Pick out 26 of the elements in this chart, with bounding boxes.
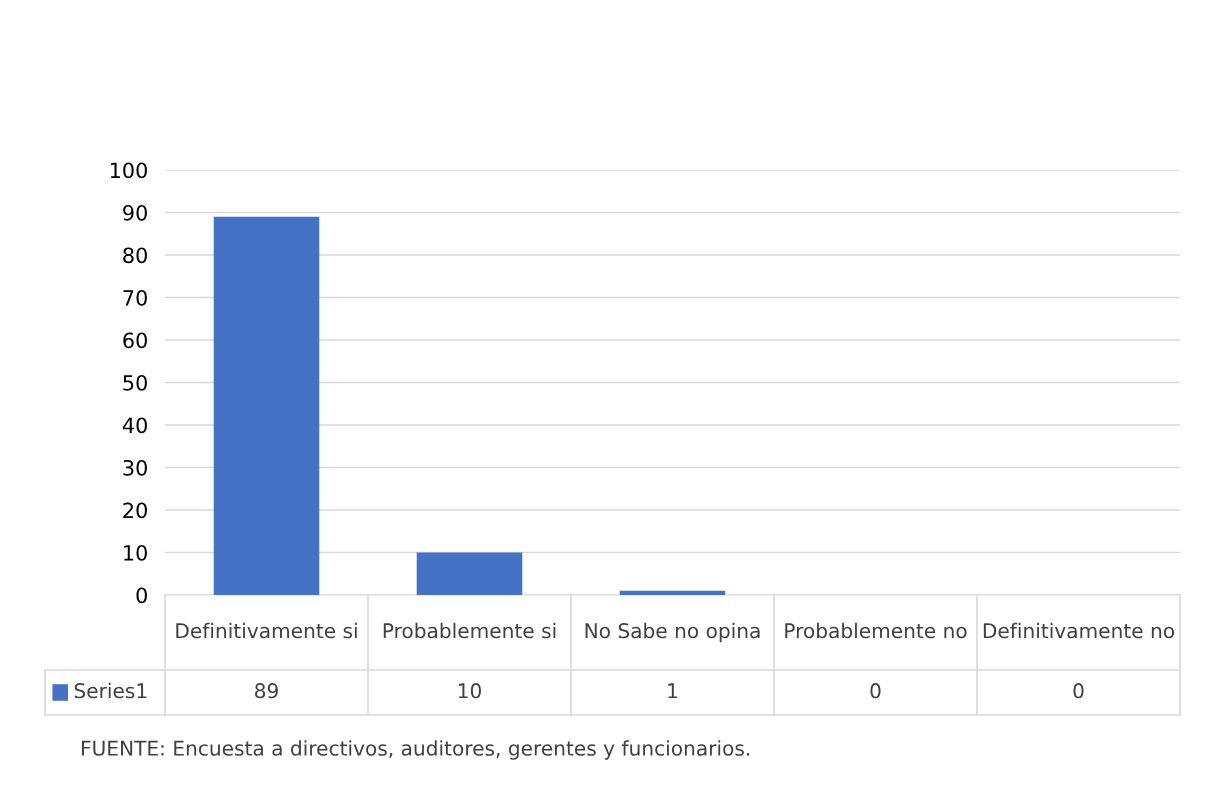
- data-label: 0: [1073, 683, 1084, 699]
- data-label: 89: [255, 683, 278, 699]
- x-tick-label: Definitivamente si: [176, 622, 357, 639]
- y-tick-label: 50: [123, 374, 147, 391]
- data-label: 0: [870, 683, 881, 699]
- x-tick-label: Probablemente no: [785, 622, 967, 639]
- y-tick-label: 60: [123, 332, 147, 349]
- legend-label: Series1: [74, 682, 147, 699]
- bar: [416, 552, 523, 595]
- y-tick-label: 0: [136, 587, 147, 604]
- y-tick-label: 90: [123, 204, 147, 221]
- y-tick-label: 40: [122, 417, 147, 434]
- x-tick-label: Probablemente si: [383, 622, 556, 639]
- source-note: FUENTE: Encuesta a directivos, auditores, gerentes y funcionarios.: [81, 740, 750, 760]
- y-tick-label: 80: [123, 247, 147, 264]
- y-tick-label: 30: [123, 459, 147, 476]
- data-label: 10: [458, 683, 481, 699]
- bar: [619, 590, 726, 595]
- bar: [213, 216, 320, 595]
- x-tick-label: Definitivamente no: [983, 622, 1175, 639]
- y-tick-label: 100: [110, 162, 147, 179]
- y-tick-label: 10: [124, 544, 147, 561]
- y-tick-label: 70: [123, 289, 147, 306]
- x-tick-label: No Sabe no opina: [585, 622, 760, 643]
- data-label: 1: [668, 683, 678, 699]
- y-tick-label: 20: [123, 502, 147, 519]
